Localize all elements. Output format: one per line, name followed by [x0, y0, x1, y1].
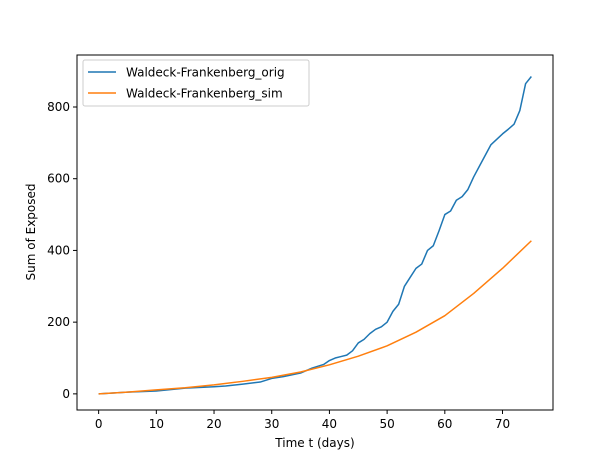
y-axis-label: Sum of Exposed	[24, 183, 38, 280]
plot-frame	[76, 54, 554, 411]
x-tick-label: 40	[322, 417, 337, 431]
legend: Waldeck-Frankenberg_orig Waldeck-Franken…	[82, 59, 310, 107]
y-axis-ticks: 0 200 400 600 800	[47, 100, 77, 401]
x-tick-label: 0	[95, 417, 103, 431]
y-tick-label: 400	[47, 243, 70, 257]
y-tick-label: 800	[47, 100, 70, 114]
y-tick-label: 0	[62, 387, 70, 401]
x-tick-label: 50	[379, 417, 394, 431]
x-axis-label: Time t (days)	[274, 436, 354, 450]
legend-box	[82, 59, 310, 107]
x-tick-label: 10	[149, 417, 164, 431]
y-tick-label: 200	[47, 315, 70, 329]
series-line-1	[98, 240, 532, 395]
x-tick-label: 30	[264, 417, 279, 431]
series-layer	[98, 76, 532, 395]
y-tick-label: 600	[47, 172, 70, 186]
x-axis-ticks: 0 10 20 30 40 50 60 70	[95, 410, 510, 431]
x-tick-label: 20	[206, 417, 221, 431]
x-tick-label: 60	[437, 417, 452, 431]
legend-label-orig: Waldeck-Frankenberg_orig	[126, 66, 285, 80]
series-line-0	[98, 76, 532, 395]
plot-area-background	[77, 55, 553, 410]
x-tick-label: 70	[495, 417, 510, 431]
legend-label-sim: Waldeck-Frankenberg_sim	[126, 87, 283, 101]
